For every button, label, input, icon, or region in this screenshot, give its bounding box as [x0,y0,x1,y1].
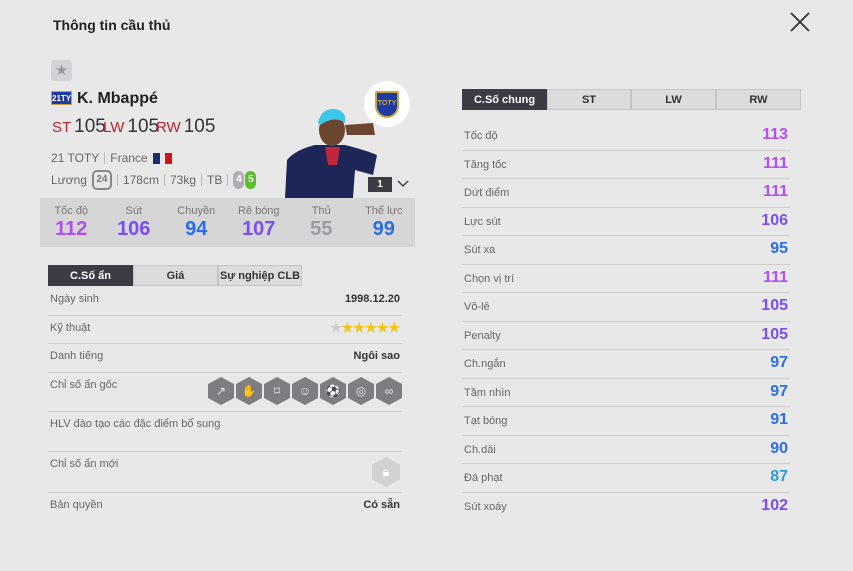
attribute-value: 87 [770,468,788,485]
salary-badge: 24 [91,170,112,190]
attribute-row: Ch.dài 90 [462,436,790,464]
position-st: ST 105 [52,116,106,137]
season-nation-row: 21 TOTY France [51,151,172,165]
attribute-row: Tạt bóng 91 [462,407,790,436]
summary-stats: Tốc độ 112 Sút 106 Chuyền 94 Rê bóng 107 Thủ… [40,198,415,247]
summary-stat: Chuyền 94 [177,205,216,240]
summary-stat: Thể lực 99 [365,205,403,240]
attribute-row: Sút xa 95 [462,236,790,265]
skill-stars: ★★★★★★ [330,320,400,335]
close-icon[interactable] [788,10,812,34]
attribute-value: 106 [761,211,788,229]
tab-price[interactable]: Giá [133,265,218,286]
toty-shield-icon: TOTY [375,91,399,118]
attribute-value: 95 [770,240,788,257]
outside-foot-icon[interactable]: ∞ [376,377,402,405]
tab-hidden-stats[interactable]: C.Số ẩn [48,265,133,286]
attribute-label: Sút xa [464,244,496,256]
season-label: 21 TOTY [51,151,100,165]
attribute-row: Vô-lê 105 [462,293,790,322]
attribute-label: Vô-lê [464,301,490,313]
attribute-label: Dứt điểm [464,187,510,199]
attribute-value: 90 [770,439,788,457]
attribute-label: Tầm nhìn [464,386,511,399]
attribute-row: Lực sút 106 [462,208,790,236]
attribute-label: Ch.dài [464,443,496,456]
france-flag-icon [152,152,172,164]
right-tabs: C.Số chung ST LW RW [462,89,801,110]
attribute-value: 102 [761,496,788,514]
summary-stat: Sút 106 [117,205,151,240]
left-tabs: C.Số ẩn Giá Sự nghiệp CLB [48,265,302,286]
detail-row-license: Bản quyền Có sẵn [50,499,400,511]
attribute-label: Tạt bóng [464,415,508,427]
attribute-value: 105 [761,325,788,343]
attribute-label: Penalty [464,329,501,342]
long-shot-icon[interactable]: ⌑ [264,377,290,405]
player-name: K. Mbappé [77,90,158,107]
summary-stat: Thủ 55 [310,205,333,240]
attribute-row: Tầm nhìn 97 [462,379,790,407]
detail-row-skill: Kỹ thuật ★★★★★★ [48,316,402,344]
attribute-row: Ch.ngắn 97 [462,350,790,379]
attribute-label: Chọn vị trí [464,272,515,285]
detail-row-traits: Chỉ số ẩn gốc ↗ ✋ ⌑ ☺ ⚽ ◎ ∞ [48,373,402,412]
physical-row: Lương 24 178cm 73kg TB 4 5 [51,170,257,190]
favorite-star-button[interactable]: ★ [51,60,72,81]
attribute-row: Tốc độ 113 [462,122,790,151]
attribute-value: 111 [763,154,788,172]
attribute-row: Đá phạt 87 [462,464,790,493]
technical-dribbler-icon[interactable]: ◎ [348,377,374,405]
attribute-value: 111 [763,183,788,200]
strong-foot: 5 [245,171,257,189]
tab-general-stats[interactable]: C.Số chung [462,89,547,110]
tab-club-career[interactable]: Sự nghiệp CLB [218,265,302,286]
lock-icon: 🔒︎ [372,457,400,487]
height: 178cm [122,173,159,187]
summary-stat: Rê bóng 107 [237,205,280,240]
power-header-icon[interactable]: ✋ [236,377,262,405]
club-badge: TOTY [364,81,410,127]
player-photo [285,108,377,198]
attribute-row: Chọn vị trí 111 [462,265,790,293]
attribute-value: 105 [761,297,788,314]
tab-rw[interactable]: RW [716,89,801,110]
attribute-value: 113 [762,126,788,143]
attribute-row: Tăng tốc 111 [462,151,790,179]
salary-label: Lương [51,173,87,187]
season-badge: 21TY [51,91,72,105]
tab-st[interactable]: ST [547,89,631,110]
body-type: TB [207,173,223,187]
flair-icon[interactable]: ☺ [292,377,318,405]
attribute-row: Dứt điểm 111 [462,179,790,208]
summary-stat: Tốc độ 112 [54,205,89,240]
detail-row-birth: Ngày sinh 1998.12.20 [48,287,402,316]
attribute-label: Tốc độ [464,130,498,142]
attribute-value: 97 [770,354,788,371]
attribute-label: Sút xoáy [464,500,507,513]
page-title: Thông tin cầu thủ [53,17,171,33]
weight: 73kg [169,173,196,187]
attribute-value: 97 [770,382,788,400]
position-rw: RW 105 [156,116,216,137]
chevron-down-icon[interactable] [397,180,409,188]
attribute-row: Penalty 105 [462,322,790,350]
attribute-row: Sút xoáy 102 [462,493,790,522]
tab-lw[interactable]: LW [631,89,716,110]
weak-foot: 4 [233,171,245,189]
detail-row-coach: HLV đào tạo các đặc điểm bổ sung [48,412,402,452]
position-lw: LW 105 [103,116,160,137]
attribute-label: Ch.ngắn [464,358,506,370]
upgrade-level-button[interactable]: 1 [368,177,392,192]
attribute-value: 91 [770,411,788,428]
attribute-label: Lực sút [464,215,501,228]
attribute-label: Tăng tốc [464,158,507,171]
finesse-shot-icon[interactable]: ↗ [208,377,234,405]
attribute-label: Đá phạt [464,472,503,484]
detail-row-reputation: Danh tiếng Ngôi sao [48,344,402,373]
nation-label: France [110,151,148,165]
speed-dribbler-icon[interactable]: ⚽ [320,377,346,405]
detail-row-new-traits: Chỉ số ẩn mới 🔒︎ [48,452,402,493]
attribute-value: 111 [763,268,788,286]
